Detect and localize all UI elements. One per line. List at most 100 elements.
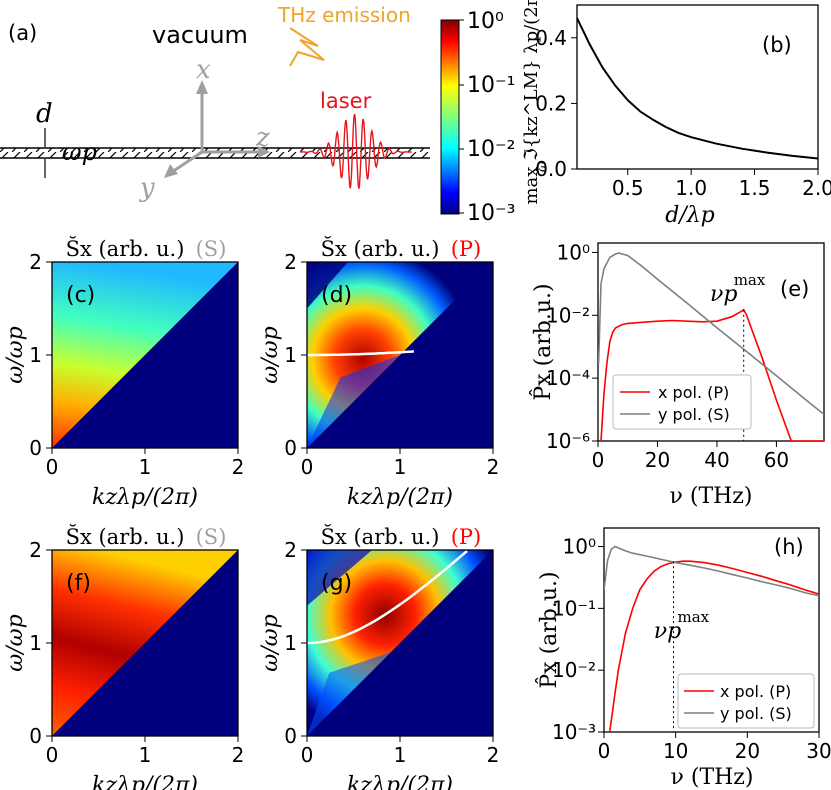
colorbar-tick-label: 10⁻¹ (467, 73, 515, 98)
heatmap-xlabel: kzλp/(2π) (92, 485, 198, 510)
heatmap-xtick-label: 1 (139, 743, 152, 767)
heatmap-tag: (c) (66, 283, 95, 308)
log-chart-series-line (604, 545, 819, 597)
laser-label: laser (320, 89, 372, 113)
heatmap-ytick-label: 1 (284, 343, 297, 367)
panel-b-ytick-label: 0.2 (535, 91, 567, 115)
log-chart-ytick-label: 10⁰ (557, 240, 590, 264)
heatmap-corner (307, 550, 373, 606)
nu-p-max-superscript: max (678, 608, 710, 626)
panel-b-ytick-label: 0.4 (535, 26, 567, 50)
heatmap-corner (307, 262, 348, 309)
heatmap-ylabel: ω/ωp (3, 326, 28, 383)
log-chart-xtick-label: 30 (806, 739, 831, 763)
nu-p-max-label: νp (654, 619, 681, 644)
heatmap-xlabel: kzλp/(2π) (347, 773, 453, 790)
z-arrow-head-icon (258, 146, 270, 158)
colorbar (440, 19, 460, 215)
panel-e-xlabel: ν (THz) (670, 484, 753, 509)
panel-b-ytick-label: 0.0 (535, 157, 567, 181)
panel-b-curve (576, 17, 819, 160)
heatmap-title: S̆x (arb. u.) (66, 237, 185, 261)
panel-b-ylabel-sub: ω (535, 161, 550, 172)
heatmap-ytick-label: 0 (284, 436, 297, 460)
nu-p-max-label: νp (710, 282, 737, 307)
panel-f-heatmap: (f) S̆x (arb. u.) (S) 0 1 2 0 1 2 kzλp/(2π) ω/ωp (3, 525, 244, 790)
vacuum-label: vacuum (152, 21, 248, 49)
heatmap-ytick-label: 0 (29, 724, 42, 748)
legend-p-label: x pol. (P) (720, 682, 791, 701)
panel-h-legend: x pol. (P) y pol. (S) (677, 673, 815, 729)
log-chart-ytick-label: 10⁻⁶ (546, 429, 590, 453)
heatmap-xtick-label: 1 (394, 455, 407, 479)
heatmap-ytick-label: 0 (29, 436, 42, 460)
heatmap-title: S̆x (arb. u.) (321, 237, 440, 261)
panel-b-chart: (b) d/λp max ℑ{kz^LM} λp/(2π) ω 0.5 1.0 1.… (521, 0, 831, 228)
log-chart-ytick-label: 10⁻² (552, 658, 596, 682)
log-chart-xtick-label: 20 (645, 448, 670, 472)
panel-h-frame (603, 527, 820, 733)
heatmap-xtick-label: 2 (487, 743, 500, 767)
colorbar-tick-label: 10⁰ (467, 9, 504, 34)
heatmap-title: S̆x (arb. u.) (66, 525, 185, 549)
panel-e-legend: x pol. (P) y pol. (S) (612, 374, 752, 430)
panel-b-xtick-label: 1.5 (739, 176, 771, 200)
y-axis-arrow (171, 150, 203, 174)
heatmap-xtick-label: 2 (232, 743, 245, 767)
legend-p-label: x pol. (P) (658, 383, 729, 402)
heatmap-xtick-label: 2 (487, 455, 500, 479)
panel-a-schematic: (a) vacuum THz emission d ωp x y z laser… (0, 3, 515, 226)
panel-b-xtick-label: 2.0 (802, 176, 831, 200)
heatmap-ylabel: ω/ωp (258, 326, 283, 383)
heatmap-tag: (d) (321, 283, 352, 308)
heatmap-xtick-label: 0 (301, 743, 314, 767)
log-chart-ytick-label: 10⁻⁴ (546, 366, 590, 390)
legend-s-label: y pol. (S) (720, 704, 792, 723)
panel-b-marks: 0.5 1.0 1.5 2.0 0.0 0.2 0.4 (535, 17, 831, 200)
heatmap-xtick-label: 0 (46, 455, 59, 479)
log-chart-ytick-label: 10⁰ (563, 535, 596, 559)
panel-g-heatmap: (g) S̆x (arb. u.) (P) 0 1 2 0 1 2 kzλp/(2π) ω/ωp (258, 525, 499, 790)
dispersion-curve (306, 550, 468, 645)
heatmap-wedge (307, 652, 391, 736)
panel-e-frame (597, 242, 825, 442)
panel-h-xlabel: ν (THz) (671, 765, 754, 790)
heatmap-ytick-label: 2 (29, 538, 42, 562)
panel-e-tag: (e) (780, 277, 809, 301)
panel-a-tag: (a) (8, 21, 37, 45)
z-axis-label: z (255, 123, 270, 153)
panel-e-ylabel: P̂x (arb.u.) (530, 283, 556, 400)
heatmap-ytick-label: 1 (284, 631, 297, 655)
log-chart-xtick-label: 20 (735, 739, 760, 763)
heatmap-ytick-label: 2 (29, 250, 42, 274)
laser-pulse-wave (300, 113, 412, 189)
heatmap-xtick-label: 1 (394, 743, 407, 767)
heatmap-xtick-label: 1 (139, 455, 152, 479)
log-chart-series-line (608, 560, 819, 732)
panel-c-heatmap: (c) S̆x (arb. u.) (S) 0 1 2 0 1 2 kzλp/(2π) ω/ωp (3, 237, 244, 510)
log-chart-ytick-label: 10⁻² (546, 303, 590, 327)
x-arrow-head-icon (196, 80, 208, 94)
panel-b-frame (576, 4, 819, 170)
thz-wave-icon (289, 27, 325, 67)
log-chart-xtick-label: 0 (592, 448, 605, 472)
y-arrow-head-icon (164, 164, 178, 178)
heatmap-xtick-label: 0 (301, 455, 314, 479)
colorbar-tick-label: 10⁻² (467, 137, 515, 162)
log-chart-series-line (600, 308, 824, 441)
heatmap-tag: (f) (66, 571, 91, 596)
heatmap-mode: (P) (451, 525, 482, 549)
colorbar-tick-label: 10⁻³ (467, 201, 515, 226)
panel-e-legend-box (612, 374, 752, 430)
log-chart-xtick-label: 40 (704, 448, 729, 472)
heatmap-field (52, 262, 238, 448)
panel-h-chart: (h) ν (THz) P̂x (arb.u.) 0 10 20 30 10⁰ 10⁻¹ 1… (536, 527, 831, 790)
heatmap-ylabel: ω/ωp (3, 614, 28, 671)
legend-s-label: y pol. (S) (658, 405, 730, 424)
heatmap-ylabel: ω/ωp (258, 614, 283, 671)
thz-emission-label: THz emission (277, 3, 411, 27)
omega-p-label: ωp (62, 138, 97, 166)
